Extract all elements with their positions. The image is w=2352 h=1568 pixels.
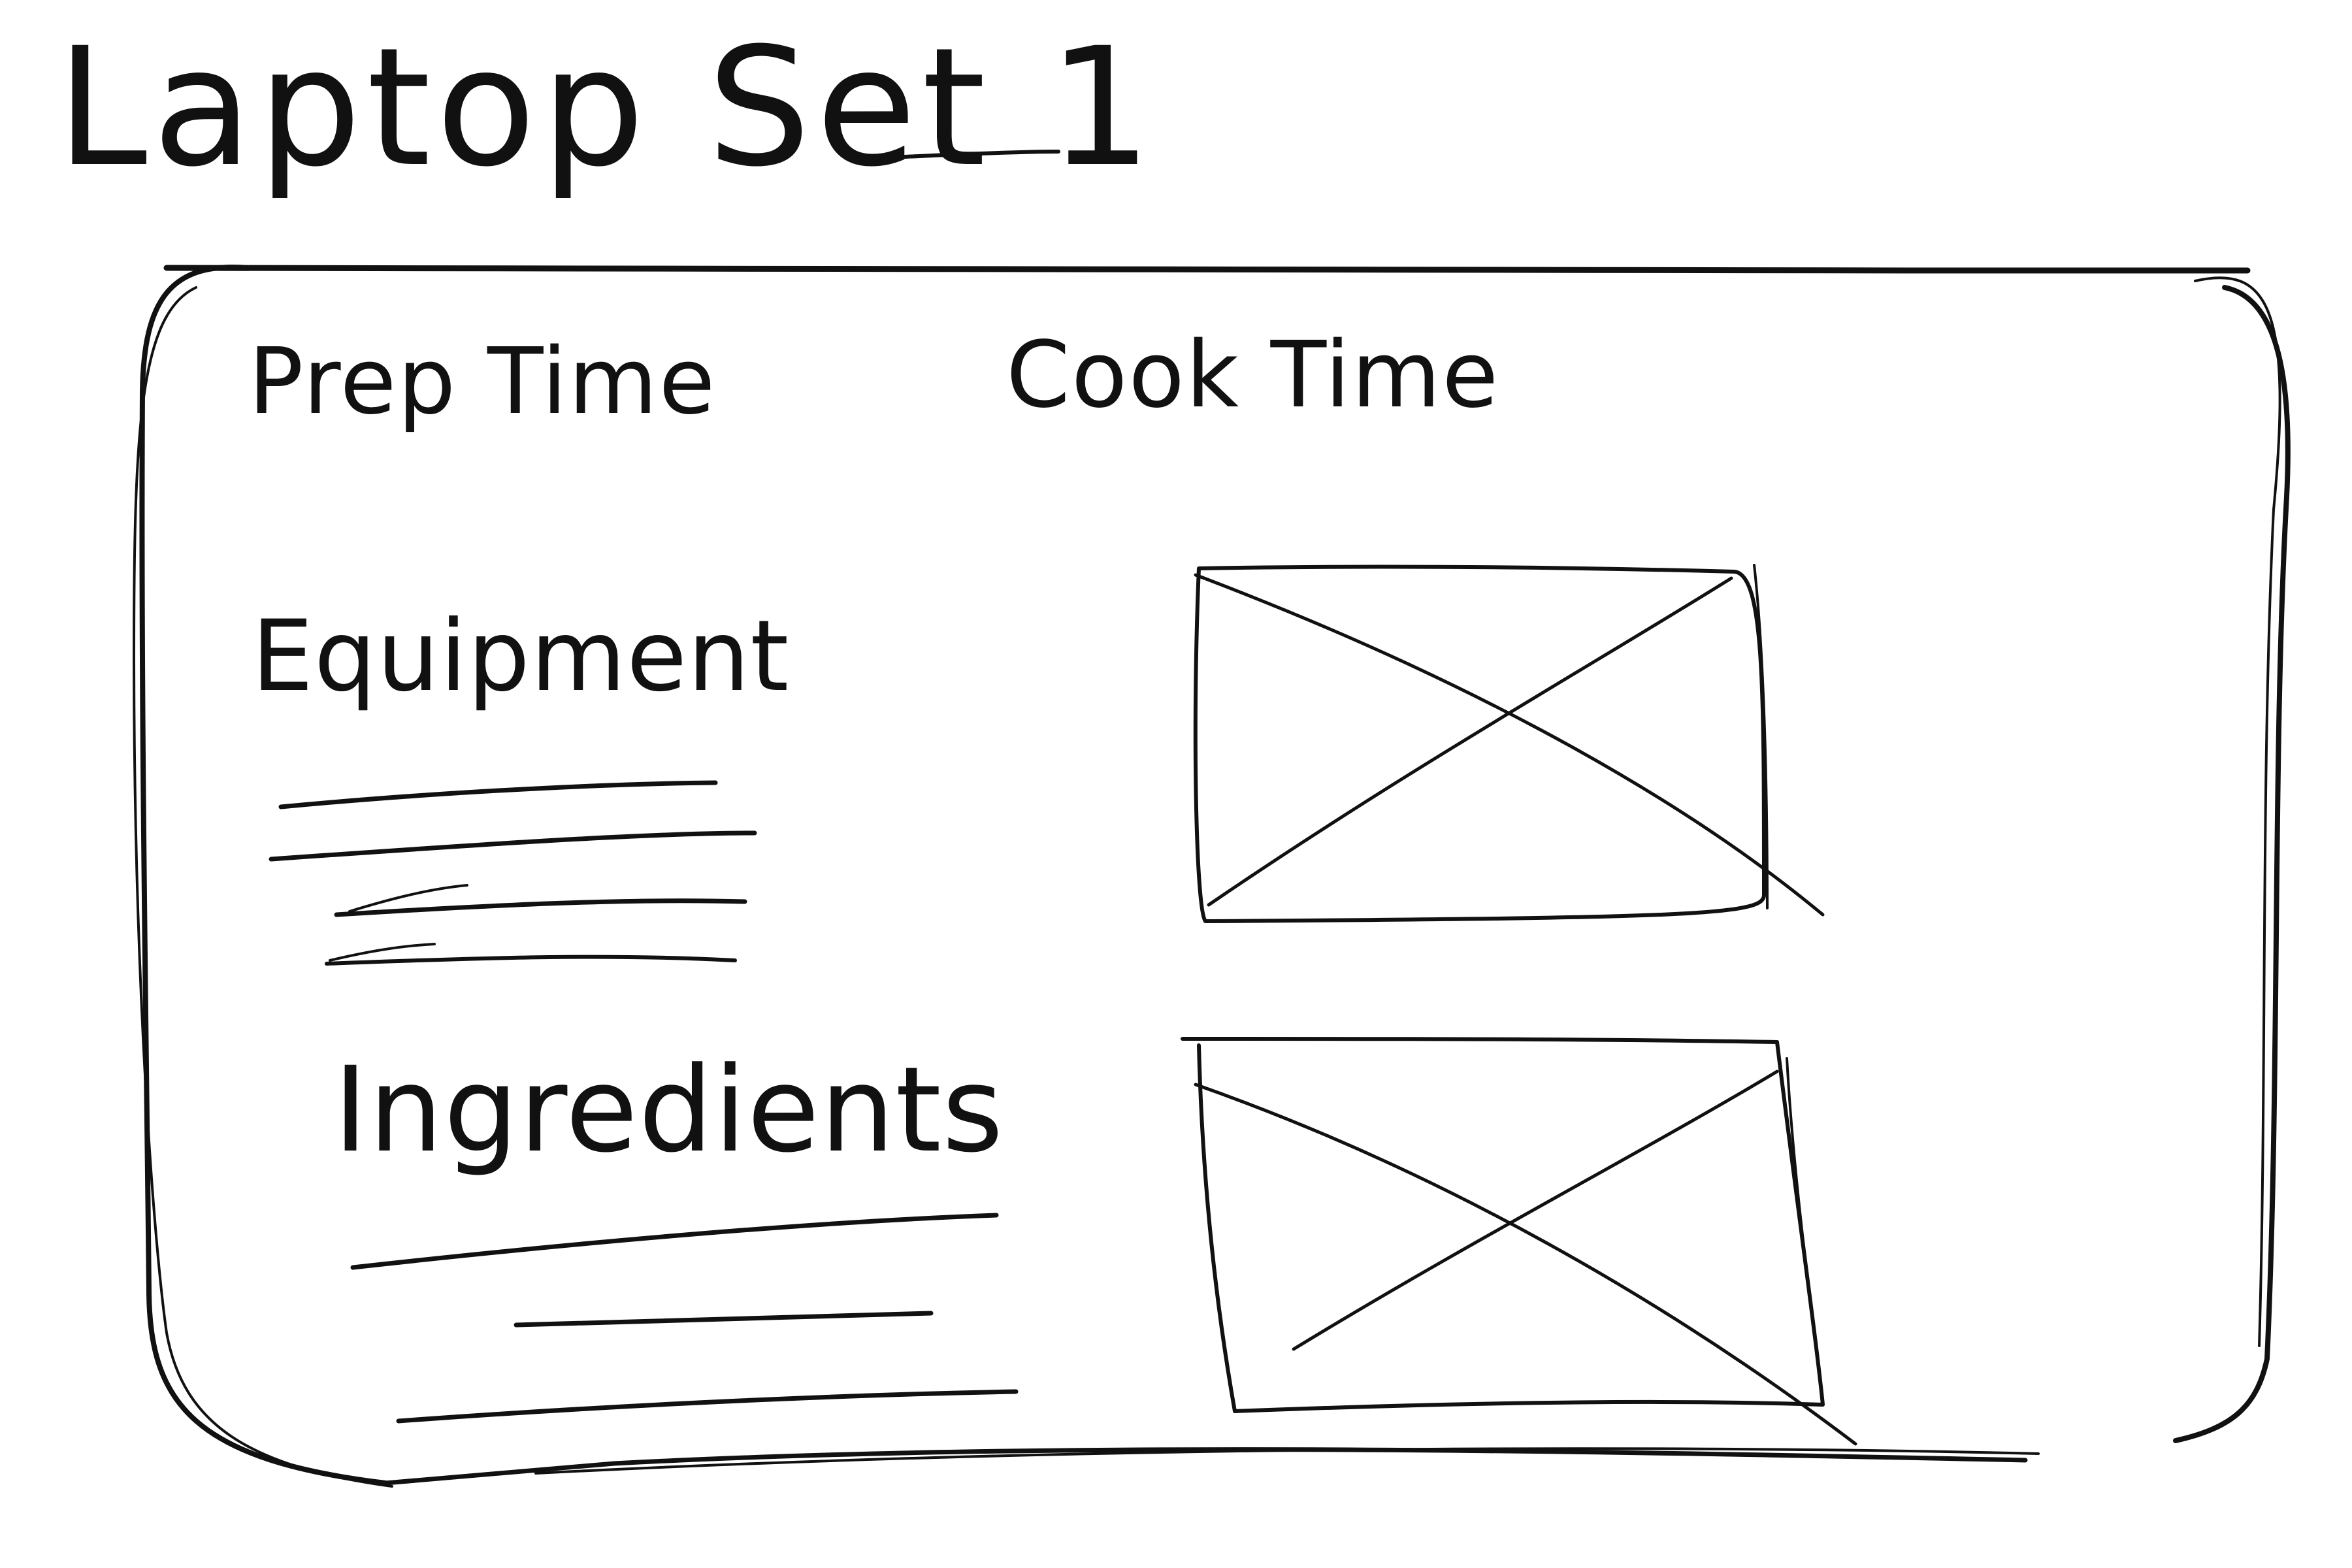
laptop-frame-right-echo bbox=[2194, 276, 2281, 1347]
laptop-frame-left-echo bbox=[133, 286, 393, 1488]
image-placeholder-2-x-a bbox=[1194, 1083, 1857, 1446]
prep-time-label: Prep Time bbox=[248, 329, 717, 435]
image-placeholder-1-corner bbox=[1753, 564, 1769, 909]
laptop-frame-right bbox=[2173, 285, 2291, 1443]
laptop-frame-bottom bbox=[383, 1447, 2028, 1486]
equipment-line-2 bbox=[269, 830, 757, 862]
title-underline bbox=[903, 150, 1060, 159]
laptop-frame-left bbox=[139, 265, 388, 1486]
equipment-line-1 bbox=[278, 780, 718, 809]
image-placeholder-2-corner bbox=[1786, 1057, 1824, 1406]
image-placeholder-2-box bbox=[1181, 1037, 1825, 1413]
equipment-line-accent-2 bbox=[329, 943, 436, 962]
equipment-line-4 bbox=[325, 955, 737, 966]
ingredients-line-2 bbox=[514, 1311, 934, 1328]
page-title: Laptop Set 1 bbox=[56, 12, 1158, 203]
equipment-line-accent-1 bbox=[348, 884, 468, 913]
image-placeholder-1-box bbox=[1193, 564, 1766, 923]
laptop-frame-bottom-echo bbox=[534, 1447, 2040, 1475]
ingredients-line-3 bbox=[396, 1389, 1019, 1424]
image-placeholder-1-x-b bbox=[1207, 576, 1733, 907]
laptop-frame-top bbox=[163, 265, 2251, 274]
image-placeholder-2-x-b bbox=[1292, 1070, 1779, 1351]
ingredients-line-1 bbox=[350, 1213, 999, 1270]
cook-time-label: Cook Time bbox=[1006, 322, 1500, 429]
ingredients-label: Ingredients bbox=[333, 1042, 1004, 1179]
equipment-label: Equipment bbox=[252, 600, 790, 713]
equipment-line-3 bbox=[334, 898, 747, 917]
image-placeholder-1-x-a bbox=[1194, 573, 1825, 917]
